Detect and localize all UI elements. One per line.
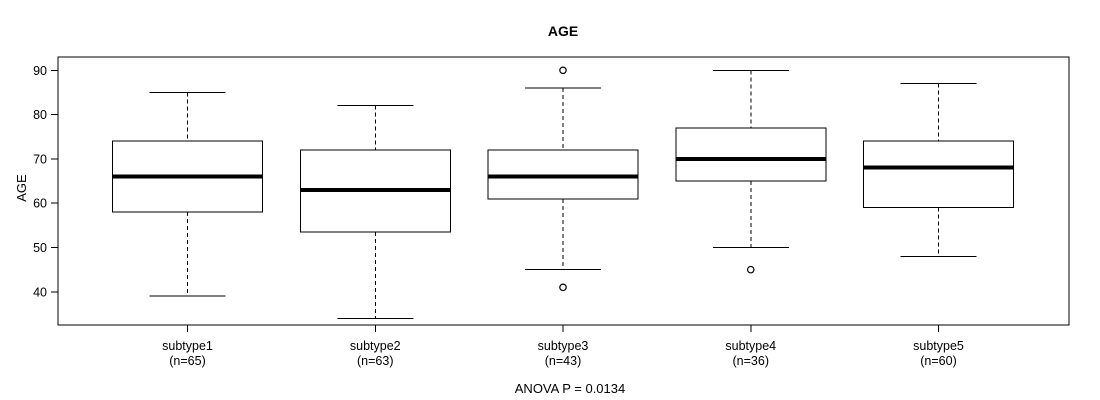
y-tick-label: 50 bbox=[33, 241, 47, 255]
x-category-label: subtype3 bbox=[538, 339, 589, 353]
plot-area: 40 50 60 70 80 90 subtype1(n=65) subtype2(n=63)… bbox=[33, 56, 1070, 368]
y-axis-label: AGE bbox=[14, 174, 29, 202]
outlier-point bbox=[746, 265, 755, 274]
y-tick-label: 80 bbox=[33, 108, 47, 122]
x-category-label: subtype4 bbox=[725, 339, 776, 353]
x-category-count: (n=63) bbox=[357, 354, 393, 368]
outlier-point bbox=[559, 283, 567, 292]
y-tick-label: 60 bbox=[33, 197, 47, 211]
y-tick-label: 70 bbox=[33, 152, 47, 166]
x-category-count: (n=43) bbox=[545, 354, 581, 368]
iqr-box bbox=[863, 140, 1014, 209]
x-category-label: subtype1 bbox=[162, 339, 213, 353]
x-category-label: subtype5 bbox=[913, 339, 964, 353]
iqr-box bbox=[487, 149, 639, 200]
x-category-count: (n=60) bbox=[920, 354, 956, 368]
y-tick-label: 90 bbox=[33, 64, 47, 78]
x-category-label: subtype2 bbox=[350, 339, 401, 353]
outlier-point bbox=[559, 66, 567, 75]
x-category-count: (n=36) bbox=[733, 354, 769, 368]
chart-title: AGE bbox=[548, 23, 578, 39]
x-category-count: (n=65) bbox=[169, 354, 205, 368]
y-tick-label: 40 bbox=[33, 285, 47, 299]
anova-p-value: ANOVA P = 0.0134 bbox=[515, 381, 625, 396]
iqr-box bbox=[675, 127, 827, 182]
